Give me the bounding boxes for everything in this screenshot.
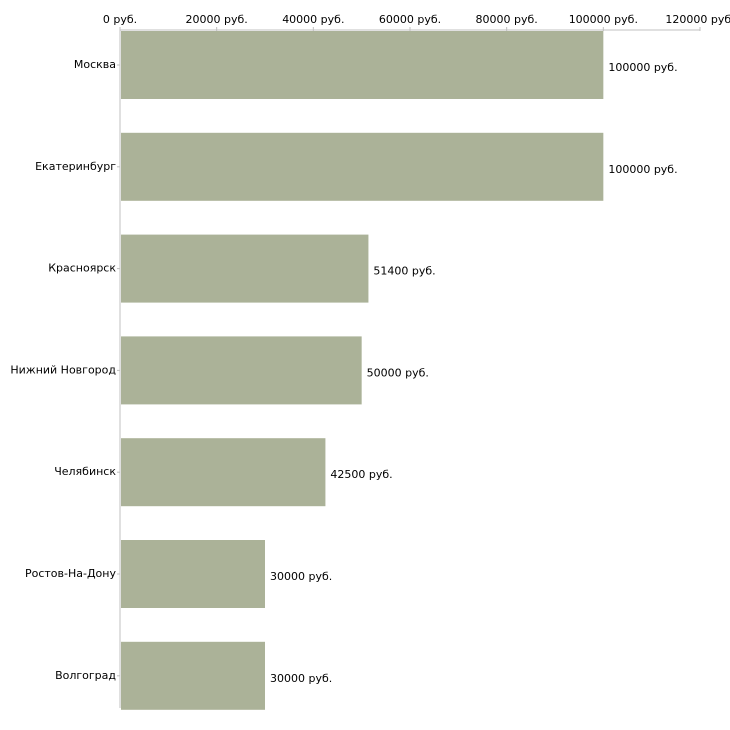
y-axis: Москва Екатеринбург Красноярск Нижний Новго… <box>10 30 121 708</box>
category-label: Нижний Новгород <box>10 363 116 376</box>
value-label: 50000 руб. <box>367 366 429 379</box>
x-tick-label: 100000 руб. <box>569 13 638 26</box>
value-label: 51400 руб. <box>373 265 435 278</box>
value-label: 30000 руб. <box>270 672 332 685</box>
bar <box>121 31 604 99</box>
bars: 100000 руб. 100000 руб. 51400 руб. 50000 ру… <box>121 31 678 710</box>
value-label: 100000 руб. <box>608 61 677 74</box>
category-label: Челябинск <box>54 465 116 478</box>
bar <box>121 132 604 201</box>
x-tick-label: 20000 руб. <box>186 13 248 26</box>
category-label: Ростов-На-Дону <box>25 567 116 580</box>
bar <box>121 641 265 710</box>
x-tick-label: 120000 руб. <box>665 13 730 26</box>
x-tick-label: 80000 руб. <box>476 13 538 26</box>
bar <box>121 540 265 608</box>
category-label: Москва <box>74 58 116 71</box>
category-label: Красноярск <box>48 262 116 275</box>
x-tick-label: 40000 руб. <box>282 13 344 26</box>
value-label: 100000 руб. <box>608 163 677 176</box>
x-tick-label: 60000 руб. <box>379 13 441 26</box>
x-axis: 0 руб. 20000 руб. 40000 руб. 60000 руб. 8000… <box>103 13 730 31</box>
bar <box>121 438 326 507</box>
category-label: Волгоград <box>55 669 116 682</box>
value-label: 30000 руб. <box>270 570 332 583</box>
value-label: 42500 руб. <box>330 468 392 481</box>
x-tick-label: 0 руб. <box>103 13 137 26</box>
bar <box>121 234 369 303</box>
category-label: Екатеринбург <box>35 160 116 173</box>
bar <box>121 336 362 405</box>
